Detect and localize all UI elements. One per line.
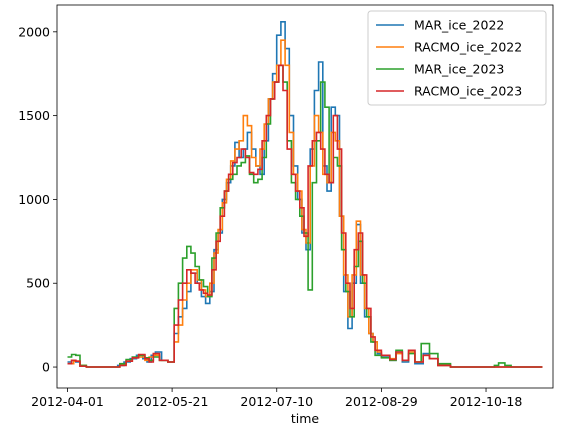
y-axis: 0 500 1000 1500 2000 bbox=[18, 24, 57, 375]
legend-label: RACMO_ice_2022 bbox=[414, 40, 522, 55]
y-tick-label: 1500 bbox=[18, 108, 50, 123]
y-tick-label: 2000 bbox=[18, 24, 50, 39]
x-axis: 2012-04-01 2012-05-21 2012-07-10 2012-08-29… bbox=[31, 388, 522, 409]
series-line-MAR_ice_2023 bbox=[67, 64, 543, 368]
legend-box bbox=[367, 10, 547, 106]
x-tick-label: 2012-05-21 bbox=[136, 394, 209, 409]
legend-label: MAR_ice_2022 bbox=[414, 18, 504, 33]
x-tick-label: 2012-04-01 bbox=[31, 394, 104, 409]
x-tick-label: 2012-10-18 bbox=[450, 394, 523, 409]
y-tick-label: 1000 bbox=[18, 192, 50, 207]
y-tick-label: 0 bbox=[42, 360, 50, 375]
series-line-RACMO_ice_2023 bbox=[67, 64, 543, 368]
y-tick-label: 500 bbox=[26, 276, 50, 291]
legend: MAR_ice_2022 RACMO_ice_2022 MAR_ice_2023 RA… bbox=[367, 10, 547, 106]
x-axis-label: time bbox=[291, 411, 320, 426]
legend-label: MAR_ice_2023 bbox=[414, 62, 504, 77]
x-tick-label: 2012-07-10 bbox=[240, 394, 313, 409]
plot-frame bbox=[56, 4, 554, 389]
plot-series bbox=[67, 21, 543, 368]
x-tick-label: 2012-08-29 bbox=[345, 394, 418, 409]
legend-label: RACMO_ice_2023 bbox=[414, 84, 522, 99]
